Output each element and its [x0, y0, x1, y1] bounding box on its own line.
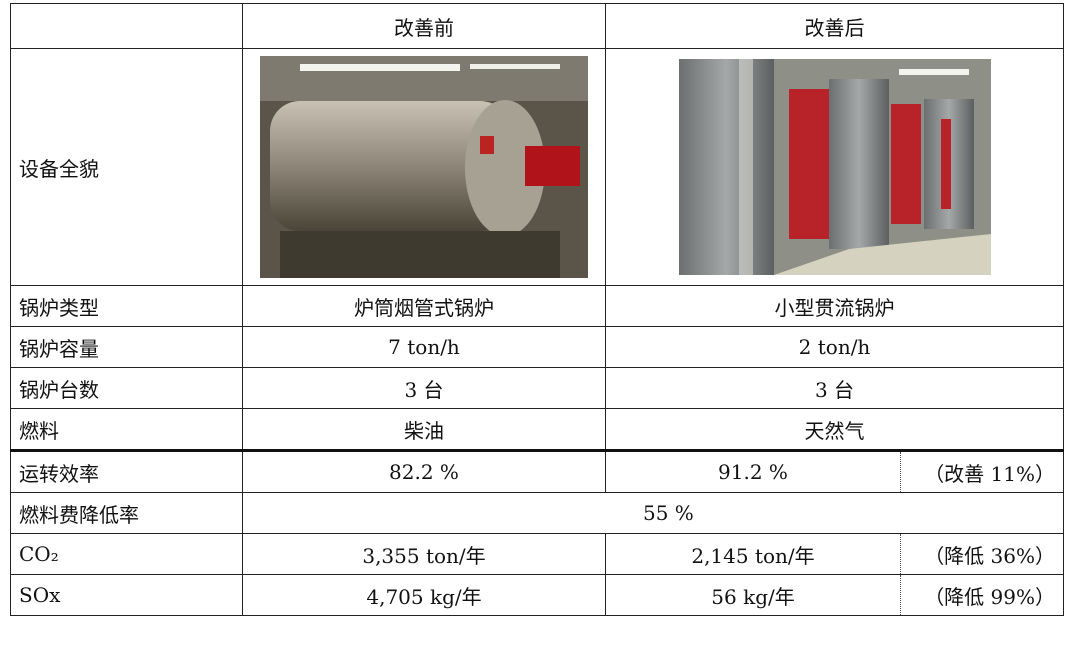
image-cell [242, 48, 606, 286]
row-label: 运转效率 [10, 449, 243, 493]
before-cell: 柴油 [242, 408, 606, 451]
row-label: 设备全貌 [10, 48, 243, 286]
row-label: 燃料 [10, 408, 243, 451]
before-cell: 82.2 % [242, 449, 606, 493]
after-cell: 91.2 % [605, 449, 901, 493]
before-cell: 3,355 ton/年 [242, 533, 606, 575]
header-cell: 改善后 [605, 3, 1064, 49]
row-label: 锅炉类型 [10, 285, 243, 327]
comparison-table: 改善前 改善后 设备全貌 锅 [10, 3, 1064, 616]
table-row: 燃料费降低率 55 % [10, 492, 1064, 534]
after-cell: 2,145 ton/年 [605, 533, 901, 575]
before-cell: 4,705 kg/年 [242, 574, 606, 616]
table-row: 锅炉类型 炉筒烟管式锅炉 小型贯流锅炉 [10, 285, 1064, 327]
row-label: 锅炉容量 [10, 326, 243, 368]
row-label: 锅炉台数 [10, 367, 243, 409]
before-cell: 3 台 [242, 367, 606, 409]
image-row: 设备全貌 [10, 48, 1064, 286]
before-cell: 7 ton/h [242, 326, 606, 368]
note-cell: （降低 99%） [900, 574, 1064, 616]
note-cell: （改善 11%） [900, 449, 1064, 493]
boiler-photo-after [678, 59, 991, 275]
after-cell: 天然气 [605, 408, 1064, 451]
boiler-photo-before [260, 56, 588, 278]
after-cell: 56 kg/年 [605, 574, 901, 616]
table-row: 运转效率 82.2 % 91.2 % （改善 11%） [10, 449, 1064, 493]
table-row: SOx 4,705 kg/年 56 kg/年 （降低 99%） [10, 574, 1064, 616]
after-cell: 3 台 [605, 367, 1064, 409]
header-cell: 改善前 [242, 3, 606, 49]
image-cell [605, 48, 1064, 286]
table-row: 锅炉容量 7 ton/h 2 ton/h [10, 326, 1064, 368]
row-label: 燃料费降低率 [10, 492, 243, 534]
before-cell: 炉筒烟管式锅炉 [242, 285, 606, 327]
header-row: 改善前 改善后 [10, 3, 1064, 49]
table-row: CO₂ 3,355 ton/年 2,145 ton/年 （降低 36%） [10, 533, 1064, 575]
corner-cell [10, 3, 243, 49]
row-label: SOx [10, 574, 243, 616]
merged-cell: 55 % [242, 492, 1064, 534]
after-cell: 2 ton/h [605, 326, 1064, 368]
after-cell: 小型贯流锅炉 [605, 285, 1064, 327]
table-row: 燃料 柴油 天然气 [10, 408, 1064, 451]
note-cell: （降低 36%） [900, 533, 1064, 575]
row-label: CO₂ [10, 533, 243, 575]
